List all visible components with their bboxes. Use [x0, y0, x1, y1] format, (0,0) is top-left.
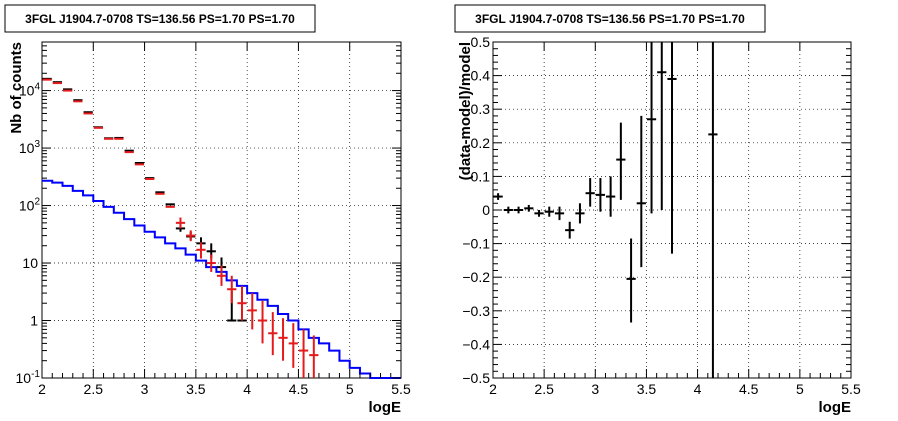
counts-x-tick-label: 2	[38, 381, 46, 397]
residual-y-tick-label: 0.2	[471, 135, 491, 151]
residual-x-axis-label: logE	[819, 399, 852, 416]
model-points-series	[42, 78, 319, 378]
counts-x-tick-label: 3.5	[186, 381, 206, 397]
counts-x-tick-label: 2.5	[84, 381, 104, 397]
counts-x-tick-label: 5	[346, 381, 354, 397]
counts-axis-ticks: 2 2.5 3 3.5 4 4.5 5 5.5 10-1 1 10 102 103 104	[16, 42, 411, 397]
counts-y-tick-label: 1	[30, 313, 38, 329]
residual-title-box	[454, 4, 766, 33]
counts-y-tick-label: 102	[19, 197, 41, 214]
residual-y-axis-label: (data-model)/model	[457, 42, 474, 180]
counts-x-tick-label: 4.5	[289, 381, 309, 397]
residual-x-tick-label: 2	[489, 381, 497, 397]
residual-x-tick-label: 2.5	[534, 381, 554, 397]
counts-x-tick-label: 5.5	[391, 381, 411, 397]
residual-y-tick-label: 0.4	[471, 68, 491, 84]
residual-x-tick-label: 5.5	[841, 381, 861, 397]
counts-title: 3FGL J1904.7-0708 TS=136.56 PS=1.70 PS=1…	[25, 12, 295, 26]
residual-y-tick-label: −0.2	[462, 269, 490, 285]
residual-y-tick-label: −0.1	[462, 236, 490, 252]
residual-axis-ticks: 2 2.5 3 3.5 4 4.5 5 5.5 −0.5 −0.4 −0.3 −0.2 −0.1 0 0.1…	[462, 34, 861, 397]
residual-panel: 2 2.5 3 3.5 4 4.5 5 5.5 −0.5 −0.4 −0.3 −0.2 −0.1 0 0.1…	[454, 4, 861, 416]
counts-y-axis-label: Nb of counts	[8, 42, 25, 134]
residual-x-tick-label: 4.5	[739, 381, 759, 397]
residual-x-tick-label: 3	[591, 381, 599, 397]
counts-plot-frame	[41, 41, 402, 379]
counts-y-tick-label: 104	[19, 82, 41, 99]
residual-y-tick-label: 0.3	[471, 101, 491, 117]
counts-title-box	[4, 4, 316, 33]
counts-panel: 2 2.5 3 3.5 4 4.5 5 5.5 10-1 1 10 102 103 104 3FGL J1…	[4, 4, 411, 416]
residual-y-tick-label: −0.4	[462, 336, 490, 352]
residual-x-tick-label: 5	[796, 381, 804, 397]
component-histogram-line	[42, 179, 401, 379]
residual-y-tick-label: −0.3	[462, 303, 490, 319]
residual-x-tick-label: 4	[694, 381, 702, 397]
residual-points-series	[493, 42, 718, 378]
counts-y-tick-label: 10	[22, 255, 38, 271]
counts-y-tick-label: 10-1	[16, 369, 41, 386]
residual-grid	[493, 42, 851, 378]
counts-x-tick-label: 4	[243, 381, 251, 397]
residual-y-tick-label: 0	[482, 202, 490, 218]
counts-x-axis-label: logE	[369, 399, 402, 416]
counts-x-tick-label: 3	[141, 381, 149, 397]
residual-y-tick-label: 0.1	[471, 168, 491, 184]
counts-y-tick-label: 103	[19, 139, 41, 156]
residual-title: 3FGL J1904.7-0708 TS=136.56 PS=1.70 PS=1…	[475, 12, 745, 26]
residual-y-tick-label: 0.5	[471, 34, 491, 50]
residual-x-tick-label: 3.5	[637, 381, 657, 397]
residual-y-tick-label: −0.5	[462, 370, 490, 386]
component-histogram	[42, 179, 401, 379]
counts-grid	[42, 42, 401, 378]
